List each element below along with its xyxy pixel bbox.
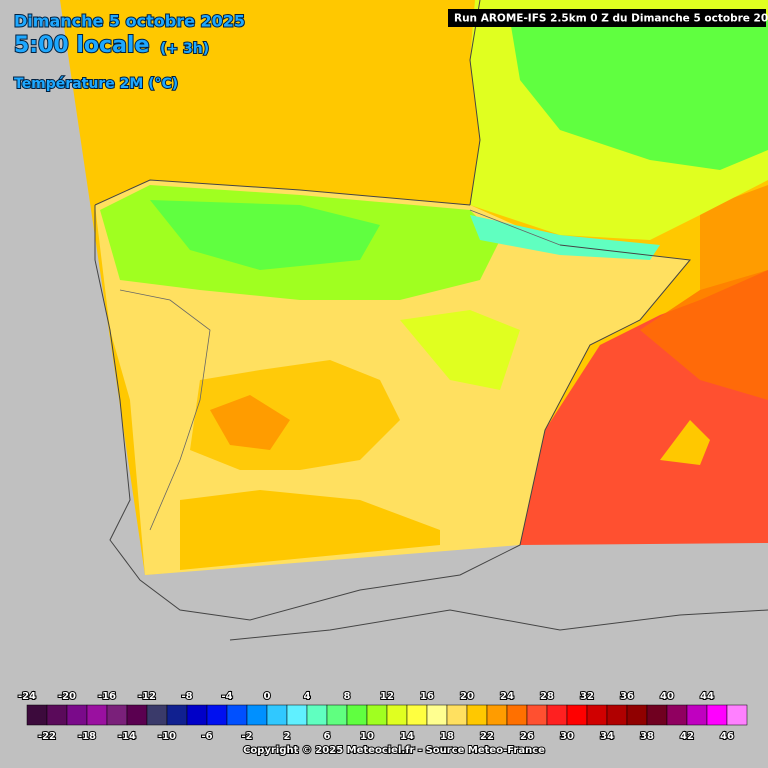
- cantabria: [150, 200, 380, 270]
- time: 5:00 locale: [14, 33, 149, 58]
- scale-label: 8: [344, 691, 351, 702]
- scale-label: 18: [440, 731, 454, 742]
- scale-label: 14: [400, 731, 414, 742]
- scale-swatch: [526, 704, 548, 726]
- scale-swatch: [406, 704, 428, 726]
- scale-label: 32: [580, 691, 594, 702]
- scale-label: 12: [380, 691, 394, 702]
- scale-label: 30: [560, 731, 574, 742]
- scale-swatch: [26, 704, 48, 726]
- scale-label: -18: [78, 731, 96, 742]
- scale-label: 44: [700, 691, 714, 702]
- scale-label: -22: [38, 731, 56, 742]
- pyrenees: [470, 215, 660, 260]
- scale-swatch: [106, 704, 128, 726]
- scale-swatch: [126, 704, 148, 726]
- map-layers: [60, 0, 768, 641]
- scale-label: -2: [241, 731, 252, 742]
- scale-swatch: [666, 704, 688, 726]
- run-box: [448, 9, 766, 27]
- scale-swatch: [486, 704, 508, 726]
- scale-label: -6: [201, 731, 212, 742]
- scale-label: -16: [98, 691, 116, 702]
- scale-swatch: [66, 704, 88, 726]
- scale-swatch: [206, 704, 228, 726]
- scale-swatch: [586, 704, 608, 726]
- color-scale: -24-22-20-18-16-14-12-10-8-6-4-202468101…: [17, 690, 748, 743]
- scale-swatch: [326, 704, 348, 726]
- scale-swatch: [546, 704, 568, 726]
- scale-label: 40: [660, 691, 674, 702]
- scale-swatch: [426, 704, 448, 726]
- scale-swatch: [466, 704, 488, 726]
- scale-label: 4: [304, 691, 311, 702]
- scale-label: -8: [181, 691, 192, 702]
- scale-swatch: [446, 704, 468, 726]
- africa-coast: [229, 609, 768, 641]
- scale-label: -4: [221, 691, 232, 702]
- scale-swatch: [386, 704, 408, 726]
- scale-swatch: [646, 704, 668, 726]
- scale-swatch: [86, 704, 108, 726]
- scale-label: -10: [158, 731, 176, 742]
- scale-label: 46: [720, 731, 734, 742]
- scale-swatch: [366, 704, 388, 726]
- scale-label: 24: [500, 691, 514, 702]
- run-info: Run AROME-IFS 2.5km 0 Z du Dimanche 5 oc…: [454, 13, 768, 25]
- scale-swatch: [606, 704, 628, 726]
- scale-label: 26: [520, 731, 534, 742]
- scale-label: 38: [640, 731, 654, 742]
- scale-swatch: [686, 704, 708, 726]
- scale-swatch: [246, 704, 268, 726]
- scale-label: -20: [58, 691, 76, 702]
- parameter: Température 2M (°C): [14, 76, 178, 92]
- scale-swatch: [286, 704, 308, 726]
- ebro: [400, 310, 520, 390]
- offset: (+ 3h): [160, 41, 209, 57]
- scale-swatch: [706, 704, 728, 726]
- borders: [119, 209, 561, 531]
- south: [180, 490, 440, 570]
- date: Dimanche 5 octobre 2025: [14, 12, 245, 31]
- scale-label: -24: [18, 691, 36, 702]
- hot-spot: [210, 395, 290, 450]
- scale-swatch: [186, 704, 208, 726]
- scale-swatch: [266, 704, 288, 726]
- scale-swatch: [46, 704, 68, 726]
- scale-label: -12: [138, 691, 156, 702]
- scale-swatch: [506, 704, 528, 726]
- scale-label: 34: [600, 731, 614, 742]
- scale-label: 2: [284, 731, 291, 742]
- scale-label: 0: [264, 691, 271, 702]
- scale-swatch: [226, 704, 248, 726]
- scale-swatch: [726, 704, 748, 726]
- scale-label: 22: [480, 731, 494, 742]
- scale-label: 28: [540, 691, 554, 702]
- coastline: [94, 0, 691, 621]
- scale-swatch: [566, 704, 588, 726]
- scale-swatch: [306, 704, 328, 726]
- scale-swatch: [346, 704, 368, 726]
- france-green: [510, 10, 768, 170]
- ligurian: [700, 185, 768, 290]
- scale-swatch: [146, 704, 168, 726]
- scale-label: 16: [420, 691, 434, 702]
- copyright: Copyright © 2025 Meteociel.fr - Source M…: [243, 745, 545, 756]
- scale-label: -14: [118, 731, 136, 742]
- scale-swatch: [626, 704, 648, 726]
- scale-label: 42: [680, 731, 694, 742]
- scale-label: 20: [460, 691, 474, 702]
- scale-label: 6: [324, 731, 331, 742]
- scale-swatch: [166, 704, 188, 726]
- scale-label: 36: [620, 691, 634, 702]
- mallorca: [660, 420, 710, 465]
- scale-label: 10: [360, 731, 374, 742]
- gulf-of-lion: [640, 250, 768, 400]
